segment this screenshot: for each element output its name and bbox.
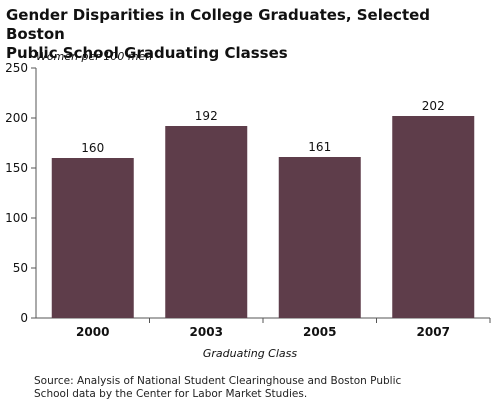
y-tick-label: 150 (5, 161, 28, 175)
bar-2005 (278, 157, 361, 318)
source-line-2: School data by the Center for Labor Mark… (34, 388, 308, 400)
data-label: 202 (422, 99, 445, 113)
y-axis-label: Women per 100 men (36, 50, 153, 63)
bar-2000 (51, 158, 134, 318)
x-tick-label: 2007 (417, 325, 450, 339)
bar-2007 (392, 116, 475, 318)
data-label: 192 (195, 109, 218, 123)
data-label: 160 (81, 141, 104, 155)
chart-title-line-1: Gender Disparities in College Graduates,… (6, 6, 431, 43)
source-line-1: Source: Analysis of National Student Cle… (34, 375, 402, 387)
data-label: 161 (308, 140, 331, 154)
chart-title: Gender Disparities in College Graduates,… (6, 6, 494, 63)
x-axis-label: Graduating Class (202, 347, 298, 360)
y-tick-label: 100 (5, 211, 28, 225)
y-tick-label: 200 (5, 111, 28, 125)
x-tick-label: 2005 (303, 325, 336, 339)
bar-2003 (165, 126, 248, 318)
chart-title-line-2: Public School Graduating Classes (6, 44, 288, 62)
y-tick-label: 50 (13, 261, 28, 275)
y-tick-label: 0 (20, 311, 28, 325)
y-tick-label: 250 (5, 61, 28, 75)
x-tick-label: 2003 (190, 325, 223, 339)
x-tick-label: 2000 (76, 325, 109, 339)
source-note: Source: Analysis of National Student Cle… (34, 375, 474, 401)
